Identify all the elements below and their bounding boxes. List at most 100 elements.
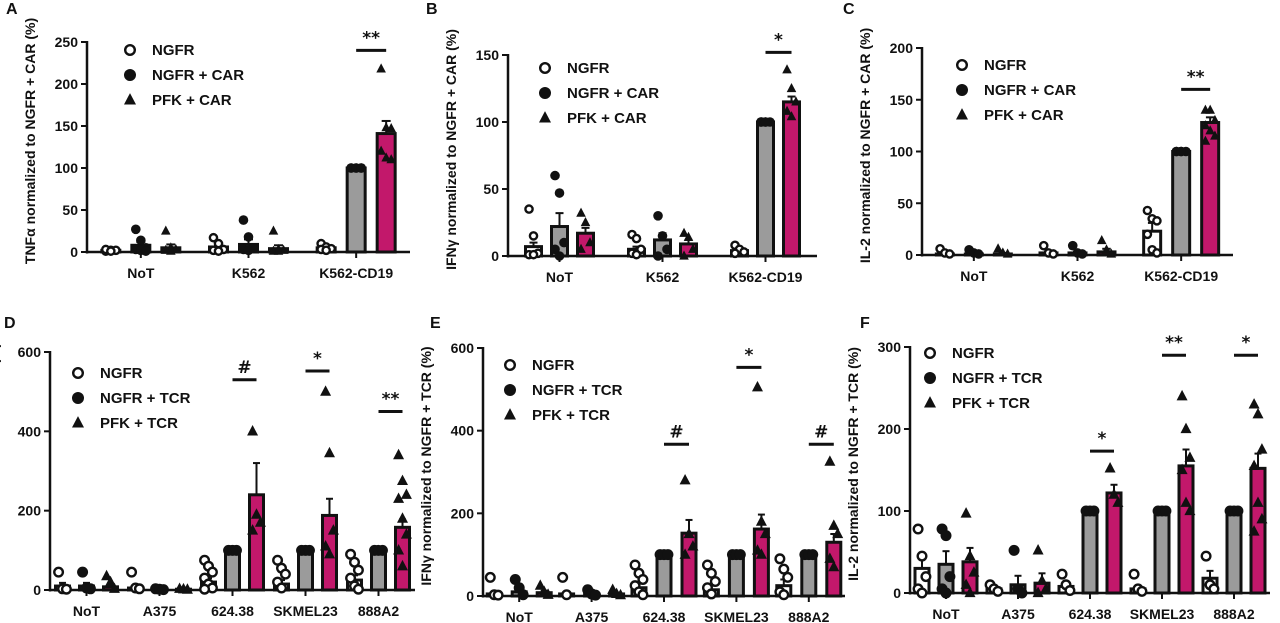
data-point xyxy=(251,508,262,519)
panel-letter: F xyxy=(860,315,870,332)
data-point xyxy=(157,584,169,596)
data-point xyxy=(992,585,1004,597)
data-point xyxy=(528,249,539,260)
data-point xyxy=(1205,125,1215,135)
panel-letter: D xyxy=(4,315,16,332)
data-point xyxy=(1096,234,1107,245)
data-point xyxy=(397,474,408,486)
bar-ngfr-tcr-624-38 xyxy=(224,548,241,592)
data-point xyxy=(509,573,521,585)
legend-marker-triangle xyxy=(956,108,968,120)
data-point xyxy=(554,188,565,198)
data-point xyxy=(356,163,367,173)
data-point xyxy=(1200,120,1211,130)
y-tick-label: 50 xyxy=(483,181,499,197)
data-point xyxy=(755,548,767,559)
x-tick-label: 624.38 xyxy=(643,609,686,623)
data-point xyxy=(484,571,496,583)
legend-label: NGFR + TCR xyxy=(100,390,191,407)
data-point xyxy=(730,248,740,259)
data-point xyxy=(133,583,145,595)
data-point xyxy=(755,515,767,526)
bar-pfk-tcr-624-38 xyxy=(1105,491,1123,595)
data-point xyxy=(206,566,218,578)
data-point xyxy=(739,247,749,257)
y-tick-label: 100 xyxy=(878,503,902,519)
legend-label: PFK + TCR xyxy=(100,415,178,432)
data-point xyxy=(778,589,790,601)
x-tick-label: NoT xyxy=(932,606,960,622)
data-point xyxy=(213,246,224,256)
legend-label: NGFR xyxy=(952,345,995,362)
data-point xyxy=(944,249,955,259)
data-point xyxy=(782,64,792,74)
legend-marker-triangle xyxy=(504,408,516,420)
x-tick-label: K562 xyxy=(232,265,266,281)
data-point xyxy=(1176,389,1188,401)
data-point xyxy=(615,588,627,600)
significance-label: * xyxy=(1098,429,1107,449)
y-tick-label: 200 xyxy=(18,503,42,519)
x-tick-label: 624.38 xyxy=(1069,606,1112,622)
data-point xyxy=(832,527,844,539)
data-point xyxy=(517,589,529,601)
data-point xyxy=(585,237,595,247)
data-point xyxy=(324,446,335,458)
data-point xyxy=(791,96,801,106)
y-axis-label: IL-2 normalized to NGFR + TCR (%) xyxy=(845,347,861,581)
data-point xyxy=(828,560,840,572)
data-point xyxy=(130,224,141,235)
data-point xyxy=(688,243,698,253)
data-point xyxy=(276,582,288,594)
data-point xyxy=(528,231,539,241)
data-point xyxy=(1064,585,1076,597)
data-point xyxy=(160,225,171,235)
x-tick-label: SKMEL23 xyxy=(704,609,769,623)
data-point xyxy=(960,578,972,589)
significance-label: # xyxy=(814,422,828,442)
legend-label: PFK + TCR xyxy=(532,407,610,424)
legend-marker-filled-circle xyxy=(124,69,136,81)
significance-label: * xyxy=(1242,333,1251,353)
x-tick-label: NoT xyxy=(506,609,534,623)
data-point xyxy=(807,549,819,561)
data-point xyxy=(1142,205,1153,216)
data-point xyxy=(912,523,924,535)
data-point xyxy=(181,583,193,594)
data-point xyxy=(386,154,397,164)
x-tick-label: NoT xyxy=(73,603,101,619)
panel-letter: E xyxy=(430,315,441,332)
y-axis-label: IFNγ normalized to NGFR + CAR (%) xyxy=(443,29,459,270)
data-point xyxy=(1152,216,1162,226)
legend-marker-open-circle xyxy=(924,347,937,360)
data-point xyxy=(960,507,972,518)
y-tick-label: 600 xyxy=(451,340,475,356)
data-point xyxy=(393,448,405,460)
data-point xyxy=(557,571,569,583)
legend-label: NGFR + CAR xyxy=(567,85,659,102)
data-point xyxy=(268,225,279,235)
x-tick-label: K562-CD19 xyxy=(319,265,393,281)
significance-label: * xyxy=(313,349,322,369)
y-tick-label: 100 xyxy=(890,144,914,160)
data-point xyxy=(1032,544,1044,555)
y-tick-label: 0 xyxy=(491,248,499,264)
legend-marker-triangle xyxy=(539,111,551,123)
data-point xyxy=(327,524,339,535)
x-tick-label: 888A2 xyxy=(1213,606,1254,622)
data-point xyxy=(580,216,591,227)
x-tick-label: K562 xyxy=(646,269,680,285)
y-tick-label: 400 xyxy=(18,423,42,439)
data-point xyxy=(973,249,984,259)
data-point xyxy=(106,246,116,256)
legend-marker-open-circle xyxy=(504,359,517,372)
data-point xyxy=(653,251,663,261)
significance-label: # xyxy=(237,358,251,378)
y-axis-label: IFNγ normalized to NGFR + TCR (%) xyxy=(418,346,434,585)
data-point xyxy=(759,527,771,539)
data-point xyxy=(679,473,691,485)
y-tick-label: 100 xyxy=(476,114,500,130)
y-tick-label: 0 xyxy=(466,588,474,604)
legend-label: NGFR xyxy=(152,42,195,59)
data-point xyxy=(397,512,408,523)
